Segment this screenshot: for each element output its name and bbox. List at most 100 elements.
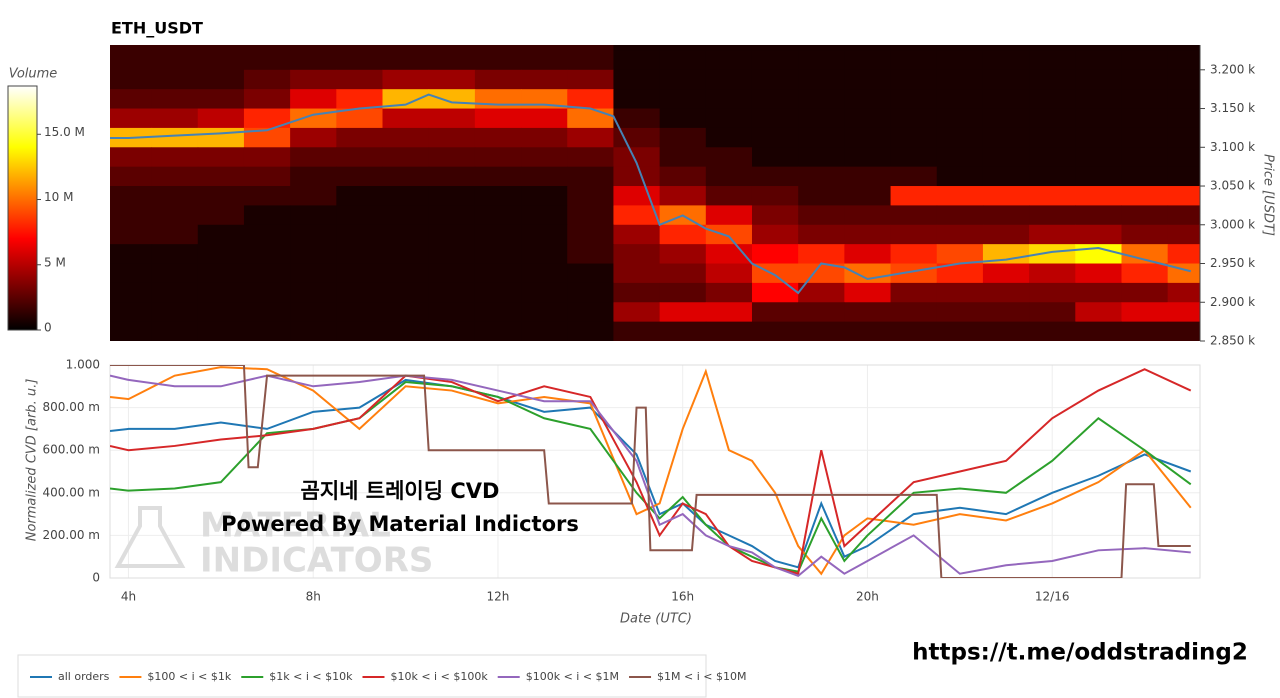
heatmap-cell — [1121, 321, 1169, 341]
heatmap-cell — [110, 89, 153, 110]
heatmap-cell — [428, 224, 476, 245]
heatmap-cell — [197, 263, 245, 284]
heatmap-cell — [290, 69, 337, 90]
heatmap-cell — [659, 147, 707, 168]
heatmap-cell — [567, 166, 614, 187]
heatmap-cell — [936, 282, 984, 303]
heatmap-cell — [197, 224, 245, 245]
heatmap-cell — [151, 282, 199, 303]
y-tick-label: 2.900 k — [1210, 295, 1255, 309]
heatmap-cell — [751, 282, 799, 303]
heatmap-cell — [844, 282, 892, 303]
heatmap-cell — [428, 89, 476, 110]
heatmap-cell — [798, 244, 845, 265]
heatmap-cell — [110, 205, 153, 226]
heatmap-cell — [243, 321, 291, 341]
heatmap-cell — [428, 282, 476, 303]
heatmap-cell — [659, 50, 707, 71]
heatmap-cell — [382, 166, 430, 187]
heatmap-cell — [567, 224, 614, 245]
link[interactable]: https://t.me/oddstrading2 — [912, 640, 1248, 666]
heatmap-cell — [890, 224, 938, 245]
heatmap-cell — [382, 147, 430, 168]
heatmap-cell — [474, 69, 522, 90]
heatmap-cell — [110, 108, 153, 129]
heatmap-cell — [151, 263, 199, 284]
heatmap-cell — [751, 244, 799, 265]
legend-label: $10k < i < $100k — [390, 670, 488, 683]
heatmap-cell — [428, 321, 476, 341]
heatmap-cell — [336, 186, 383, 206]
heatmap-cell — [659, 108, 707, 129]
heatmap-cell — [798, 302, 845, 323]
heatmap-cell — [1075, 321, 1122, 341]
heatmap-cell — [110, 282, 153, 303]
heatmap-cell — [705, 321, 753, 341]
plot-frame — [109, 364, 1201, 579]
heatmap-cell — [1167, 205, 1200, 226]
heatmap-cell — [890, 166, 938, 187]
y-tick-label: 2.850 k — [1210, 334, 1255, 348]
y-tick-label: 1.000 — [66, 358, 100, 372]
heatmap-cell — [151, 127, 199, 148]
heatmap-cell — [1121, 45, 1169, 51]
x-tick-label: 4h — [121, 590, 136, 604]
heatmap-cell — [521, 147, 568, 168]
heatmap-cell — [1075, 302, 1122, 323]
heatmap-cell — [936, 186, 984, 206]
heatmap-cell — [844, 45, 892, 51]
heatmap-cell — [336, 45, 383, 51]
heatmap-cell — [844, 50, 892, 71]
heatmap-cell — [705, 69, 753, 90]
heatmap-cell — [151, 45, 199, 51]
heatmap-cell — [844, 321, 892, 341]
heatmap-cell — [890, 45, 938, 51]
heatmap-cell — [336, 166, 383, 187]
heatmap-cell — [1167, 244, 1200, 265]
heatmap-cell — [336, 224, 383, 245]
legend-label: $1M < i < $10M — [657, 670, 746, 683]
heatmap-cell — [1075, 205, 1122, 226]
heatmap-cell — [1029, 127, 1076, 148]
y-tick-label: 400.00 m — [43, 485, 101, 499]
heatmap-cell — [982, 127, 1030, 148]
heatmap-cell — [567, 69, 614, 90]
heatmap-cell — [936, 302, 984, 323]
heatmap-cell — [110, 224, 153, 245]
heatmap-cell — [521, 321, 568, 341]
heatmap-cell — [243, 108, 291, 129]
y-tick-label: 600.00 m — [43, 443, 101, 457]
heatmap-cell — [567, 108, 614, 129]
heatmap-cell — [474, 224, 522, 245]
heatmap-cell — [521, 166, 568, 187]
heatmap-cell — [751, 224, 799, 245]
heatmap-cell — [613, 224, 661, 245]
heatmap-cell — [705, 244, 753, 265]
heatmap-cell — [1029, 321, 1076, 341]
heatmap-cell — [1029, 108, 1076, 129]
heatmap-cell — [110, 302, 153, 323]
colorbar — [7, 85, 38, 331]
heatmap-cell — [151, 108, 199, 129]
heatmap-cell — [936, 50, 984, 71]
heatmap-cell — [705, 263, 753, 284]
watermark-icon — [114, 506, 186, 568]
heatmap-cell — [521, 186, 568, 206]
heatmap-cell — [428, 186, 476, 206]
colorbar-tick-label: 10 M — [44, 190, 73, 204]
heatmap-cell — [1029, 205, 1076, 226]
heatmap-cell — [982, 147, 1030, 168]
heatmap-cell — [1167, 108, 1200, 129]
heatmap-cell — [1167, 224, 1200, 245]
heatmap-cell — [197, 108, 245, 129]
heatmap-cell — [110, 186, 153, 206]
heatmap-cell — [382, 302, 430, 323]
heatmap-cell — [474, 166, 522, 187]
x-axis-label: Date (UTC) — [620, 612, 692, 627]
heatmap-cell — [290, 45, 337, 51]
heatmap-cell — [290, 127, 337, 148]
heatmap-cell — [613, 186, 661, 206]
heatmap-cell — [336, 244, 383, 265]
heatmap-cell — [613, 302, 661, 323]
heatmap-cell — [1075, 224, 1122, 245]
